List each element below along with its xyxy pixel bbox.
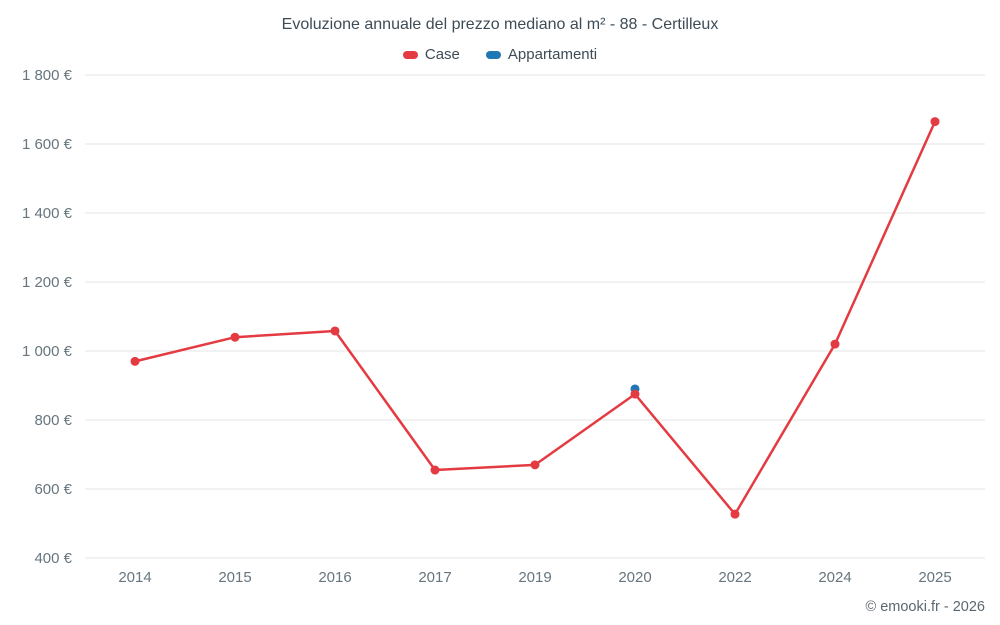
x-axis-tick-label: 2019: [518, 569, 551, 586]
x-axis-tick-label: 2024: [818, 569, 851, 586]
y-axis-tick-label: 1 200 €: [22, 274, 73, 291]
legend-item-case[interactable]: Case: [402, 46, 460, 63]
legend: Case Appartamenti: [0, 46, 1000, 63]
legend-swatch-case-icon: [402, 50, 418, 59]
y-axis-tick-label: 1 400 €: [22, 205, 73, 222]
x-axis-tick-label: 2022: [718, 569, 751, 586]
y-axis-tick-label: 1 800 €: [22, 67, 73, 84]
y-axis-tick-label: 600 €: [34, 481, 72, 498]
x-axis-tick-label: 2025: [918, 569, 951, 586]
data-point-case[interactable]: [730, 509, 740, 519]
data-point-case[interactable]: [630, 389, 640, 399]
x-axis-tick-label: 2020: [618, 569, 651, 586]
data-point-case[interactable]: [330, 326, 340, 336]
data-point-case[interactable]: [430, 465, 440, 475]
legend-label-case: Case: [424, 46, 460, 63]
legend-label-appartamenti: Appartamenti: [507, 46, 598, 63]
data-point-case[interactable]: [930, 117, 940, 127]
data-point-case[interactable]: [530, 460, 540, 470]
legend-swatch-appartamenti-icon: [485, 50, 501, 59]
y-axis-tick-label: 1 000 €: [22, 343, 73, 360]
y-axis-tick-label: 800 €: [34, 412, 72, 429]
x-axis-tick-label: 2017: [418, 569, 451, 586]
data-point-case[interactable]: [130, 356, 140, 366]
data-point-case[interactable]: [830, 339, 840, 349]
y-axis-tick-label: 400 €: [34, 550, 72, 567]
series-line-case: [133, 120, 937, 516]
chart-title: Evoluzione annuale del prezzo mediano al…: [281, 16, 719, 33]
copyright-text: © emooki.fr - 2026: [865, 599, 985, 615]
y-axis-tick-label: 1 600 €: [22, 136, 73, 153]
data-point-case[interactable]: [230, 332, 240, 342]
x-axis-tick-label: 2016: [318, 569, 351, 586]
legend-item-appartamenti[interactable]: Appartamenti: [485, 46, 598, 63]
x-axis-tick-label: 2015: [218, 569, 251, 586]
x-axis-tick-label: 2014: [118, 569, 151, 586]
